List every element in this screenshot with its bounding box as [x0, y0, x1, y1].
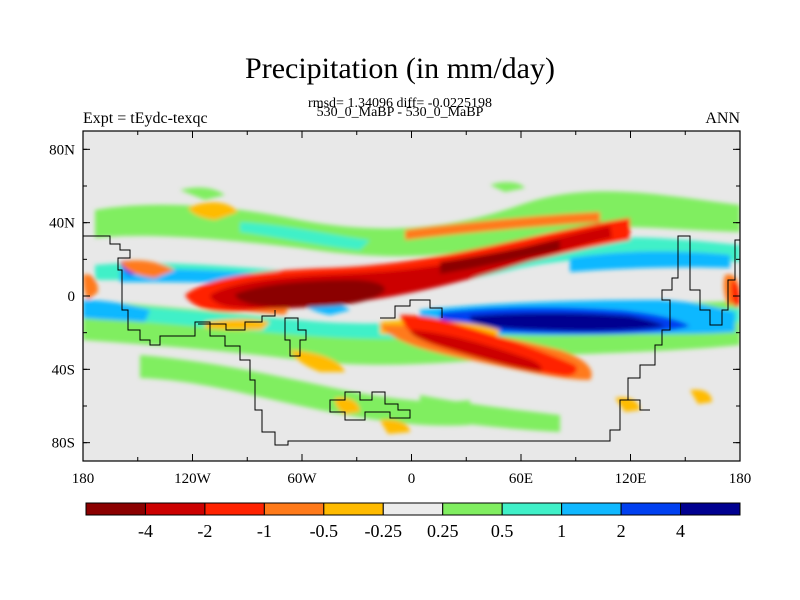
- continent-outlines: [83, 235, 740, 446]
- colorbar-label: 0.25: [427, 521, 459, 541]
- colorbar: -4 -2 -1 -0.5 -0.25 0.25 0.5 1 2 4: [85, 502, 741, 541]
- colorbar-label: 1: [557, 521, 566, 541]
- y-tick-label: 40N: [49, 216, 75, 232]
- colorbar-label: 2: [617, 521, 626, 541]
- colorbar-swatch: [561, 502, 622, 516]
- colorbar-swatch: [501, 502, 563, 516]
- colorbar-swatch: [620, 502, 682, 516]
- colorbar-swatch: [323, 502, 384, 516]
- chart-title: Precipitation (in mm/day): [245, 52, 555, 85]
- colorbar-swatch: [680, 502, 741, 516]
- rmsd-value: 1.34096: [347, 96, 393, 111]
- colorbar-swatch: [204, 502, 265, 516]
- case-label: 530_0_MaBP - 530_0_MaBP: [316, 105, 484, 120]
- colorbar-label: -0.5: [310, 521, 339, 541]
- experiment-label: Expt = tEydc-texqc: [83, 110, 208, 127]
- y-tick-label: 0: [68, 289, 76, 305]
- axes: 180 120W 60W 0 60E 120E 180 80N 40N 0 40S 80S: [49, 131, 751, 487]
- colorbar-swatch: [382, 502, 444, 516]
- x-tick-label: 180: [729, 471, 752, 487]
- colorbar-label: 4: [676, 521, 685, 541]
- x-tick-label: 120E: [615, 471, 647, 487]
- diff-value: -0.0225198: [427, 96, 492, 111]
- x-tick-label: 180: [72, 471, 95, 487]
- diff-label: diff=: [396, 96, 425, 111]
- colorbar-label: -2: [197, 521, 212, 541]
- x-tick-label: 0: [408, 471, 416, 487]
- colorbar-swatch: [85, 502, 146, 516]
- colorbar-label: 0.5: [491, 521, 514, 541]
- rmsd-label: rmsd=: [308, 96, 344, 111]
- colorbar-swatch: [442, 502, 503, 516]
- colorbar-label: -0.25: [365, 521, 403, 541]
- y-tick-label: 80N: [49, 142, 75, 158]
- stats-line: rmsd= 1.34096 diff= -0.0225198: [0, 96, 800, 112]
- y-tick-label: 80S: [52, 436, 75, 452]
- colorbar-swatch: [263, 502, 325, 516]
- precip-field: [83, 182, 740, 434]
- colorbar-label: -4: [138, 521, 153, 541]
- x-tick-label: 60E: [509, 471, 533, 487]
- colorbar-swatch: [144, 502, 206, 516]
- season-label: ANN: [705, 110, 740, 127]
- x-tick-label: 120W: [174, 471, 212, 487]
- y-tick-label: 40S: [52, 362, 75, 378]
- x-tick-label: 60W: [287, 471, 317, 487]
- colorbar-label: -1: [257, 521, 272, 541]
